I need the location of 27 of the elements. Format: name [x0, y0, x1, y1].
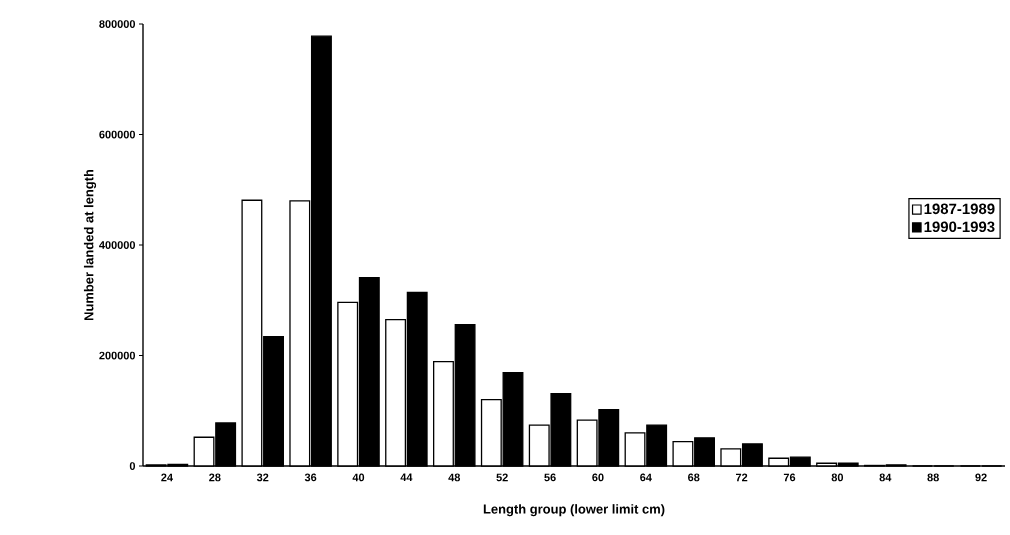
- x-tick-label: 80: [831, 473, 844, 482]
- x-tick-label: 56: [544, 473, 556, 482]
- x-tick-label: 28: [209, 473, 221, 482]
- x-tick-label: 40: [352, 473, 365, 482]
- x-axis-title: Length group (lower limit cm): [483, 504, 665, 517]
- y-tick-label: 200000: [99, 351, 136, 360]
- x-tick-label: 60: [592, 473, 604, 482]
- x-tick-label: 44: [400, 473, 413, 482]
- y-tick-label: 0: [129, 462, 136, 470]
- x-tick-label: 72: [735, 473, 748, 482]
- x-tick-label: 24: [161, 473, 173, 482]
- x-tick-label: 64: [640, 473, 652, 482]
- y-tick-label: 600000: [99, 130, 136, 139]
- x-tick-label: 84: [879, 473, 892, 482]
- legend-label: 1990-1993: [924, 221, 995, 233]
- x-tick-label: 52: [496, 473, 508, 482]
- y-axis-title: Number landed at length: [83, 169, 97, 321]
- y-tick-label: 400000: [99, 241, 136, 249]
- x-tick-label: 68: [688, 473, 700, 482]
- x-tick-label: 36: [304, 473, 317, 482]
- legend-label: 1987-1989: [924, 203, 995, 215]
- x-tick-label: 76: [783, 473, 796, 482]
- x-tick-label: 92: [975, 473, 987, 482]
- x-tick-label: 48: [448, 473, 461, 482]
- x-tick-label: 32: [256, 473, 269, 482]
- x-tick-label: 88: [927, 473, 939, 482]
- y-tick-label: 800000: [99, 20, 136, 28]
